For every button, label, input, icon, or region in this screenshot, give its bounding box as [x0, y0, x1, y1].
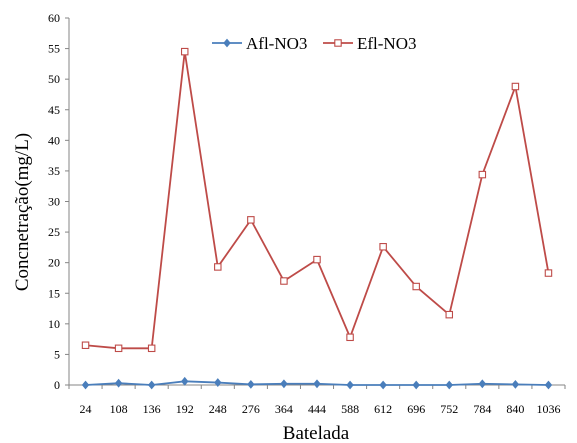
y-tick-label: 20	[48, 256, 60, 270]
y-axis-title: Concnetração(mg/L)	[12, 133, 33, 291]
data-point	[478, 379, 487, 389]
data-point	[280, 379, 288, 389]
data-point	[412, 282, 420, 291]
y-tick-label: 60	[48, 11, 60, 25]
legend-item: Afl-NO3	[212, 34, 307, 53]
data-point	[147, 380, 156, 390]
data-point	[346, 380, 354, 390]
x-axis: 24 108 136 192 248 276 364 444 588 612 696 752 784 84…	[68, 384, 566, 416]
data-point	[223, 38, 231, 48]
legend-item: Efl-NO3	[323, 34, 416, 53]
x-tick-label: 840	[506, 402, 524, 416]
x-tick-label: 192	[176, 402, 194, 416]
data-point	[214, 263, 222, 271]
x-tick-label: 364	[275, 402, 293, 416]
y-tick-label: 10	[48, 317, 60, 331]
x-tick-label: 1036	[536, 402, 560, 416]
data-point	[181, 376, 189, 386]
data-point	[81, 341, 90, 349]
x-tick-label: 24	[80, 402, 92, 416]
data-point	[478, 170, 487, 179]
data-point	[445, 380, 453, 390]
data-point	[544, 269, 553, 277]
data-point	[511, 82, 520, 91]
data-point	[280, 277, 288, 285]
series-efl-no3	[81, 47, 553, 353]
series-line	[85, 50, 550, 350]
series-afl-no3	[81, 376, 553, 390]
x-tick-label: 108	[110, 402, 128, 416]
data-point	[412, 380, 420, 390]
y-axis: 0 5 10 15 20 25 30 35 40 45 50 55 60	[48, 11, 70, 392]
y-tick-label: 15	[48, 286, 60, 300]
data-point	[114, 344, 123, 353]
y-tick-label: 40	[48, 133, 60, 147]
data-point	[147, 344, 156, 353]
x-tick-label: 136	[143, 402, 161, 416]
data-point	[313, 255, 321, 264]
x-tick-label: 696	[407, 402, 425, 416]
y-tick-label: 25	[48, 225, 60, 239]
data-point	[247, 379, 255, 389]
legend-label: Efl-NO3	[357, 34, 416, 53]
data-point	[214, 378, 222, 387]
data-point	[544, 380, 553, 390]
x-tick-label: 248	[209, 402, 227, 416]
data-point	[247, 216, 255, 224]
data-point	[114, 378, 123, 388]
x-tick-label: 752	[440, 402, 458, 416]
data-point	[511, 379, 520, 389]
data-point	[346, 333, 354, 342]
data-point	[334, 39, 342, 47]
series-layer	[81, 47, 553, 390]
y-tick-label: 5	[54, 347, 60, 361]
x-tick-label: 444	[308, 402, 326, 416]
data-point	[379, 243, 387, 251]
x-tick-label: 588	[341, 402, 359, 416]
x-tick-label: 612	[374, 402, 392, 416]
legend: Afl-NO3 Efl-NO3	[212, 34, 416, 53]
data-point	[81, 380, 90, 390]
y-tick-label: 55	[48, 42, 60, 56]
y-tick-label: 50	[48, 72, 60, 86]
x-tick-label: 276	[242, 402, 260, 416]
data-point	[445, 310, 454, 319]
y-tick-label: 35	[48, 164, 60, 178]
y-tick-label: 30	[48, 195, 60, 209]
data-point	[379, 380, 387, 390]
x-tick-label: 784	[473, 402, 491, 416]
x-axis-title: Batelada	[283, 423, 350, 443]
y-tick-label: 45	[48, 103, 60, 117]
data-point	[180, 47, 189, 56]
legend-label: Afl-NO3	[246, 34, 307, 53]
data-point	[313, 379, 321, 389]
y-tick-label: 0	[54, 378, 60, 392]
